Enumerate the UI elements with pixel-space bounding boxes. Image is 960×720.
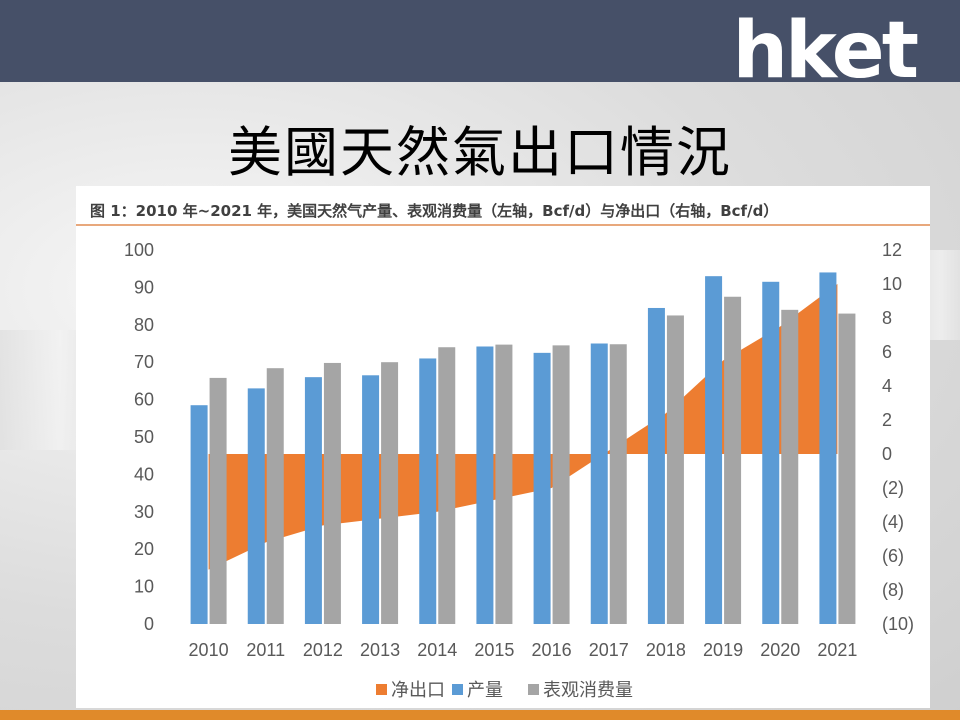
consumption-bar-2013 <box>381 362 399 624</box>
production-bar-2016 <box>533 352 551 624</box>
left-axis-tick: 100 <box>124 240 154 260</box>
right-axis-tick: 6 <box>882 342 892 362</box>
left-axis-tick: 30 <box>134 502 154 522</box>
consumption-bar-2017 <box>609 344 627 624</box>
left-axis-tick: 10 <box>134 577 154 597</box>
production-bar-2018 <box>647 307 665 624</box>
left-axis-tick: 80 <box>134 315 154 335</box>
consumption-bar-2011 <box>266 368 284 624</box>
x-axis-tick: 2021 <box>817 640 857 660</box>
legend-label: 净出口 <box>391 680 445 701</box>
x-axis-tick: 2019 <box>703 640 743 660</box>
consumption-bar-2018 <box>666 315 684 624</box>
x-axis-tick: 2015 <box>474 640 514 660</box>
right-axis-tick: 0 <box>882 444 892 464</box>
chart-panel: 图 1：2010 年~2021 年，美国天然气产量、表观消费量（左轴，Bcf/d… <box>76 186 930 708</box>
right-axis-tick: (10) <box>882 614 914 634</box>
consumption-bar-2021 <box>838 313 856 624</box>
left-axis-tick: 40 <box>134 464 154 484</box>
left-axis-tick: 0 <box>144 614 154 634</box>
production-bar-2010 <box>190 405 208 624</box>
production-bar-2011 <box>247 388 265 624</box>
x-axis-tick: 2016 <box>532 640 572 660</box>
right-axis-tick: (2) <box>882 478 904 498</box>
chart-title: 图 1：2010 年~2021 年，美国天然气产量、表观消费量（左轴，Bcf/d… <box>90 202 779 220</box>
header-bar: hket <box>0 0 960 92</box>
right-axis-tick: 2 <box>882 410 892 430</box>
right-axis-tick: 10 <box>882 274 902 294</box>
right-axis-tick: (4) <box>882 512 904 532</box>
consumption-bar-2016 <box>552 345 570 624</box>
production-bar-2019 <box>705 276 723 624</box>
production-bar-2015 <box>476 346 494 624</box>
right-axis-tick: 12 <box>882 240 902 260</box>
right-axis-tick: 8 <box>882 308 892 328</box>
x-axis-tick: 2013 <box>360 640 400 660</box>
consumption-bar-2020 <box>781 309 799 624</box>
consumption-bar-2012 <box>323 362 341 624</box>
left-axis-tick: 20 <box>134 539 154 559</box>
consumption-bar-2010 <box>209 377 227 624</box>
title-underline <box>76 224 930 226</box>
right-axis-tick: (8) <box>882 580 904 600</box>
production-bar-2020 <box>762 281 780 624</box>
legend-swatch <box>376 684 387 695</box>
legend-label: 产量 <box>467 680 503 701</box>
x-axis-tick: 2014 <box>417 640 457 660</box>
left-axis-tick: 60 <box>134 390 154 410</box>
x-axis-tick: 2020 <box>760 640 800 660</box>
production-bar-2013 <box>362 375 380 624</box>
page-title: 美國天然氣出口情況 <box>228 121 732 184</box>
right-axis-tick: 4 <box>882 376 892 396</box>
hket-logo: hket <box>732 6 919 96</box>
production-bar-2014 <box>419 358 437 624</box>
x-axis-tick: 2010 <box>189 640 229 660</box>
x-axis-tick: 2012 <box>303 640 343 660</box>
production-bar-2017 <box>590 343 608 624</box>
left-axis-tick: 50 <box>134 427 154 447</box>
footer-bar <box>0 710 960 720</box>
x-axis-tick: 2018 <box>646 640 686 660</box>
x-axis-tick: 2011 <box>246 640 285 660</box>
chart-svg: 1009080706050403020100121086420(2)(4)(6)… <box>124 240 914 701</box>
x-axis-tick: 2017 <box>589 640 629 660</box>
legend-swatch <box>528 684 539 695</box>
production-bar-2021 <box>819 272 837 624</box>
left-axis-tick: 90 <box>134 277 154 297</box>
right-axis-tick: (6) <box>882 546 904 566</box>
left-axis-tick: 70 <box>134 352 154 372</box>
net-export-area <box>208 284 838 570</box>
consumption-bar-2019 <box>724 296 742 624</box>
legend-swatch <box>452 684 463 695</box>
consumption-bar-2014 <box>438 347 456 624</box>
legend-label: 表观消费量 <box>543 680 633 701</box>
production-bar-2012 <box>304 377 322 624</box>
consumption-bar-2015 <box>495 344 513 624</box>
